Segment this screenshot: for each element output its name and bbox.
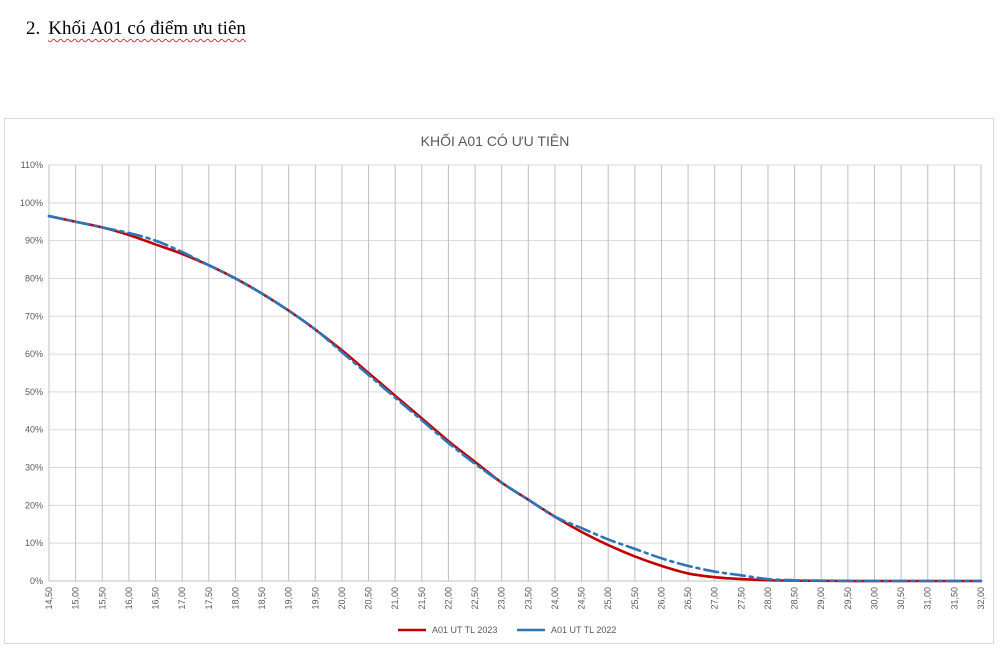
line-chart: KHỐI A01 CÓ ƯU TIÊN 0% 10% 20% 30% 40% 50% 60%… [20, 132, 986, 635]
x-tick-label: 27,00 [710, 587, 720, 610]
x-tick-label: 28,50 [790, 587, 800, 610]
series-line-1 [47, 214, 983, 583]
x-tick-label: 22,00 [443, 587, 453, 610]
x-tick-label: 16,50 [151, 587, 161, 610]
chart-frame: KHỐI A01 CÓ ƯU TIÊN 0% 10% 20% 30% 40% 50% 60%… [4, 118, 994, 644]
y-tick-label: 60% [25, 349, 43, 359]
x-tick-label: 25,00 [603, 587, 613, 610]
x-tick-label: 30,50 [896, 587, 906, 610]
x-tick-label: 30,00 [869, 587, 879, 610]
y-tick-label: 0% [30, 576, 43, 586]
x-tick-label: 22,50 [470, 587, 480, 610]
x-tick-label: 31,50 [949, 587, 959, 610]
x-tick-label: 29,00 [816, 587, 826, 610]
document-heading: 2. Khối A01 có điểm ưu tiên [26, 18, 246, 40]
x-tick-label: 19,00 [284, 587, 294, 610]
x-tick-label: 31,00 [923, 587, 933, 610]
x-tick-label: 25,50 [630, 587, 640, 610]
heading-text: Khối A01 có điểm ưu tiên [48, 18, 246, 39]
x-tick-label: 26,00 [656, 587, 666, 610]
x-tick-label: 27,50 [736, 587, 746, 610]
legend: A01 UT TL 2023 A01 UT TL 2022 [398, 625, 616, 635]
x-tick-label: 20,50 [364, 587, 374, 610]
x-tick-label: 29,50 [843, 587, 853, 610]
x-tick-label: 23,50 [523, 587, 533, 610]
x-tick-label: 21,50 [417, 587, 427, 610]
x-tick-label: 17,50 [204, 587, 214, 610]
y-tick-label: 70% [25, 311, 43, 321]
grid-lines [48, 164, 982, 582]
y-tick-label: 100% [20, 198, 43, 208]
x-tick-label: 24,50 [577, 587, 587, 610]
chart-title: KHỐI A01 CÓ ƯU TIÊN [421, 132, 570, 149]
x-tick-label: 18,50 [257, 587, 267, 610]
legend-label: A01 UT TL 2022 [551, 625, 616, 635]
x-tick-label: 18,00 [230, 587, 240, 610]
series-lines [47, 214, 983, 583]
y-tick-label: 10% [25, 538, 43, 548]
y-tick-label: 80% [25, 273, 43, 283]
series-line-2 [47, 214, 983, 583]
axes: 0% 10% 20% 30% 40% 50% 60% 70% 80% 90% 100% 110% 14,… [20, 160, 986, 610]
x-tick-label: 28,00 [763, 587, 773, 610]
y-tick-label: 40% [25, 425, 43, 435]
y-tick-label: 20% [25, 500, 43, 510]
x-tick-label: 20,00 [337, 587, 347, 610]
x-tick-label: 17,00 [177, 587, 187, 610]
x-tick-label: 32,00 [976, 587, 986, 610]
y-tick-label: 110% [21, 160, 43, 170]
y-tick-label: 50% [25, 387, 43, 397]
legend-label: A01 UT TL 2023 [432, 625, 497, 635]
x-tick-label: 15,00 [71, 587, 81, 610]
x-tick-label: 15,50 [97, 587, 107, 610]
x-tick-label: 16,00 [124, 587, 134, 610]
x-tick-label: 14,50 [44, 587, 54, 610]
x-tick-label: 21,00 [390, 587, 400, 610]
y-tick-label: 90% [25, 236, 43, 246]
x-tick-label: 23,00 [497, 587, 507, 610]
x-tick-label: 24,00 [550, 587, 560, 610]
x-tick-label: 19,50 [310, 587, 320, 610]
y-tick-label: 30% [25, 463, 43, 473]
heading-number: 2. [26, 18, 41, 39]
x-tick-label: 26,50 [683, 587, 693, 610]
